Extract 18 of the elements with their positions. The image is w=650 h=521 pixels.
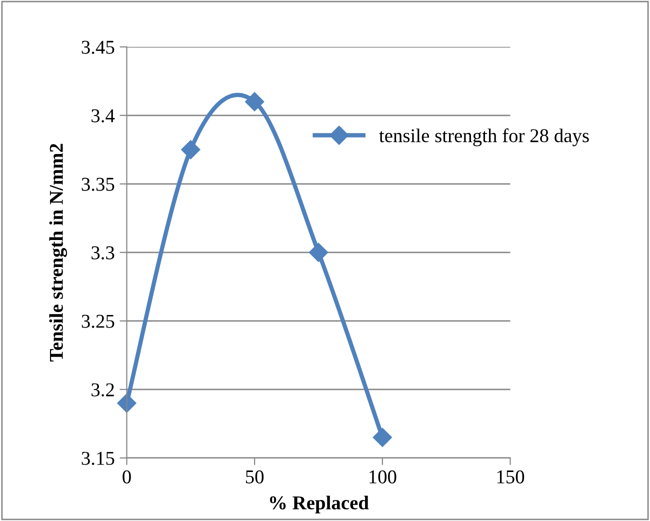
x-tick-label: 0 bbox=[122, 470, 131, 484]
point bbox=[308, 242, 328, 262]
y-tick-label: 3.25 bbox=[82, 314, 114, 328]
x-tick-label: 50 bbox=[246, 470, 264, 484]
y-axis-title: Tensile strength in N/mm2 bbox=[49, 144, 68, 362]
x-tick-label: 100 bbox=[370, 470, 396, 484]
y-tick-label: 3.2 bbox=[92, 383, 114, 396]
legend-label: tensile strength for 28 days bbox=[379, 128, 589, 146]
x-axis-title: % Replaced bbox=[270, 496, 369, 514]
y-tick-label: 3.35 bbox=[82, 178, 114, 191]
y-tick-label: 3.4 bbox=[92, 109, 115, 122]
y-tick-label: 3.15 bbox=[82, 452, 114, 465]
y-tick-label: 3.45 bbox=[82, 40, 114, 54]
point bbox=[181, 140, 200, 160]
point bbox=[372, 428, 392, 447]
x-tick-label: 150 bbox=[497, 470, 524, 484]
y-tick-label: 3.3 bbox=[92, 246, 114, 260]
point bbox=[245, 92, 264, 112]
